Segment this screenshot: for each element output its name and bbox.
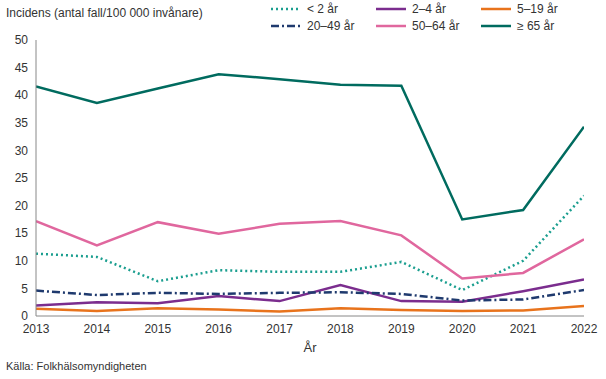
svg-text:5: 5 [21, 282, 28, 296]
svg-text:2019: 2019 [388, 322, 415, 336]
svg-text:2021: 2021 [510, 322, 537, 336]
svg-text:2014: 2014 [84, 322, 111, 336]
svg-text:20: 20 [15, 199, 29, 213]
svg-text:2015: 2015 [144, 322, 171, 336]
svg-text:2020: 2020 [449, 322, 476, 336]
html-text:≥ 65 år: ≥ 65 år [517, 19, 555, 33]
html-text:< 2 år: < 2 år [307, 2, 338, 16]
svg-text:40: 40 [15, 88, 29, 102]
svg-text:30: 30 [15, 144, 29, 158]
svg-text:0: 0 [21, 309, 28, 323]
html-text:Incidens (antal fall/100 000 i: Incidens (antal fall/100 000 invånare) [6, 6, 203, 20]
svg-text:2018: 2018 [327, 322, 354, 336]
html-text:5–19 år: 5–19 år [517, 2, 558, 16]
svg-text:2017: 2017 [266, 322, 293, 336]
svg-text:25: 25 [15, 171, 29, 185]
svg-text:År: År [304, 340, 318, 355]
html-text:Källa: Folkhälsomyndigheten: Källa: Folkhälsomyndigheten [6, 360, 147, 372]
html-text:2–4 år: 2–4 år [412, 2, 446, 16]
html-text:50–64 år: 50–64 år [412, 19, 460, 33]
html-text:20–49 år: 20–49 år [307, 19, 355, 33]
svg-text:2013: 2013 [23, 322, 50, 336]
svg-text:50: 50 [15, 33, 29, 47]
svg-text:45: 45 [15, 61, 29, 75]
svg-text:15: 15 [15, 226, 29, 240]
svg-text:2016: 2016 [205, 322, 232, 336]
svg-text:10: 10 [15, 254, 29, 268]
svg-text:35: 35 [15, 116, 29, 130]
svg-text:2022: 2022 [571, 322, 598, 336]
